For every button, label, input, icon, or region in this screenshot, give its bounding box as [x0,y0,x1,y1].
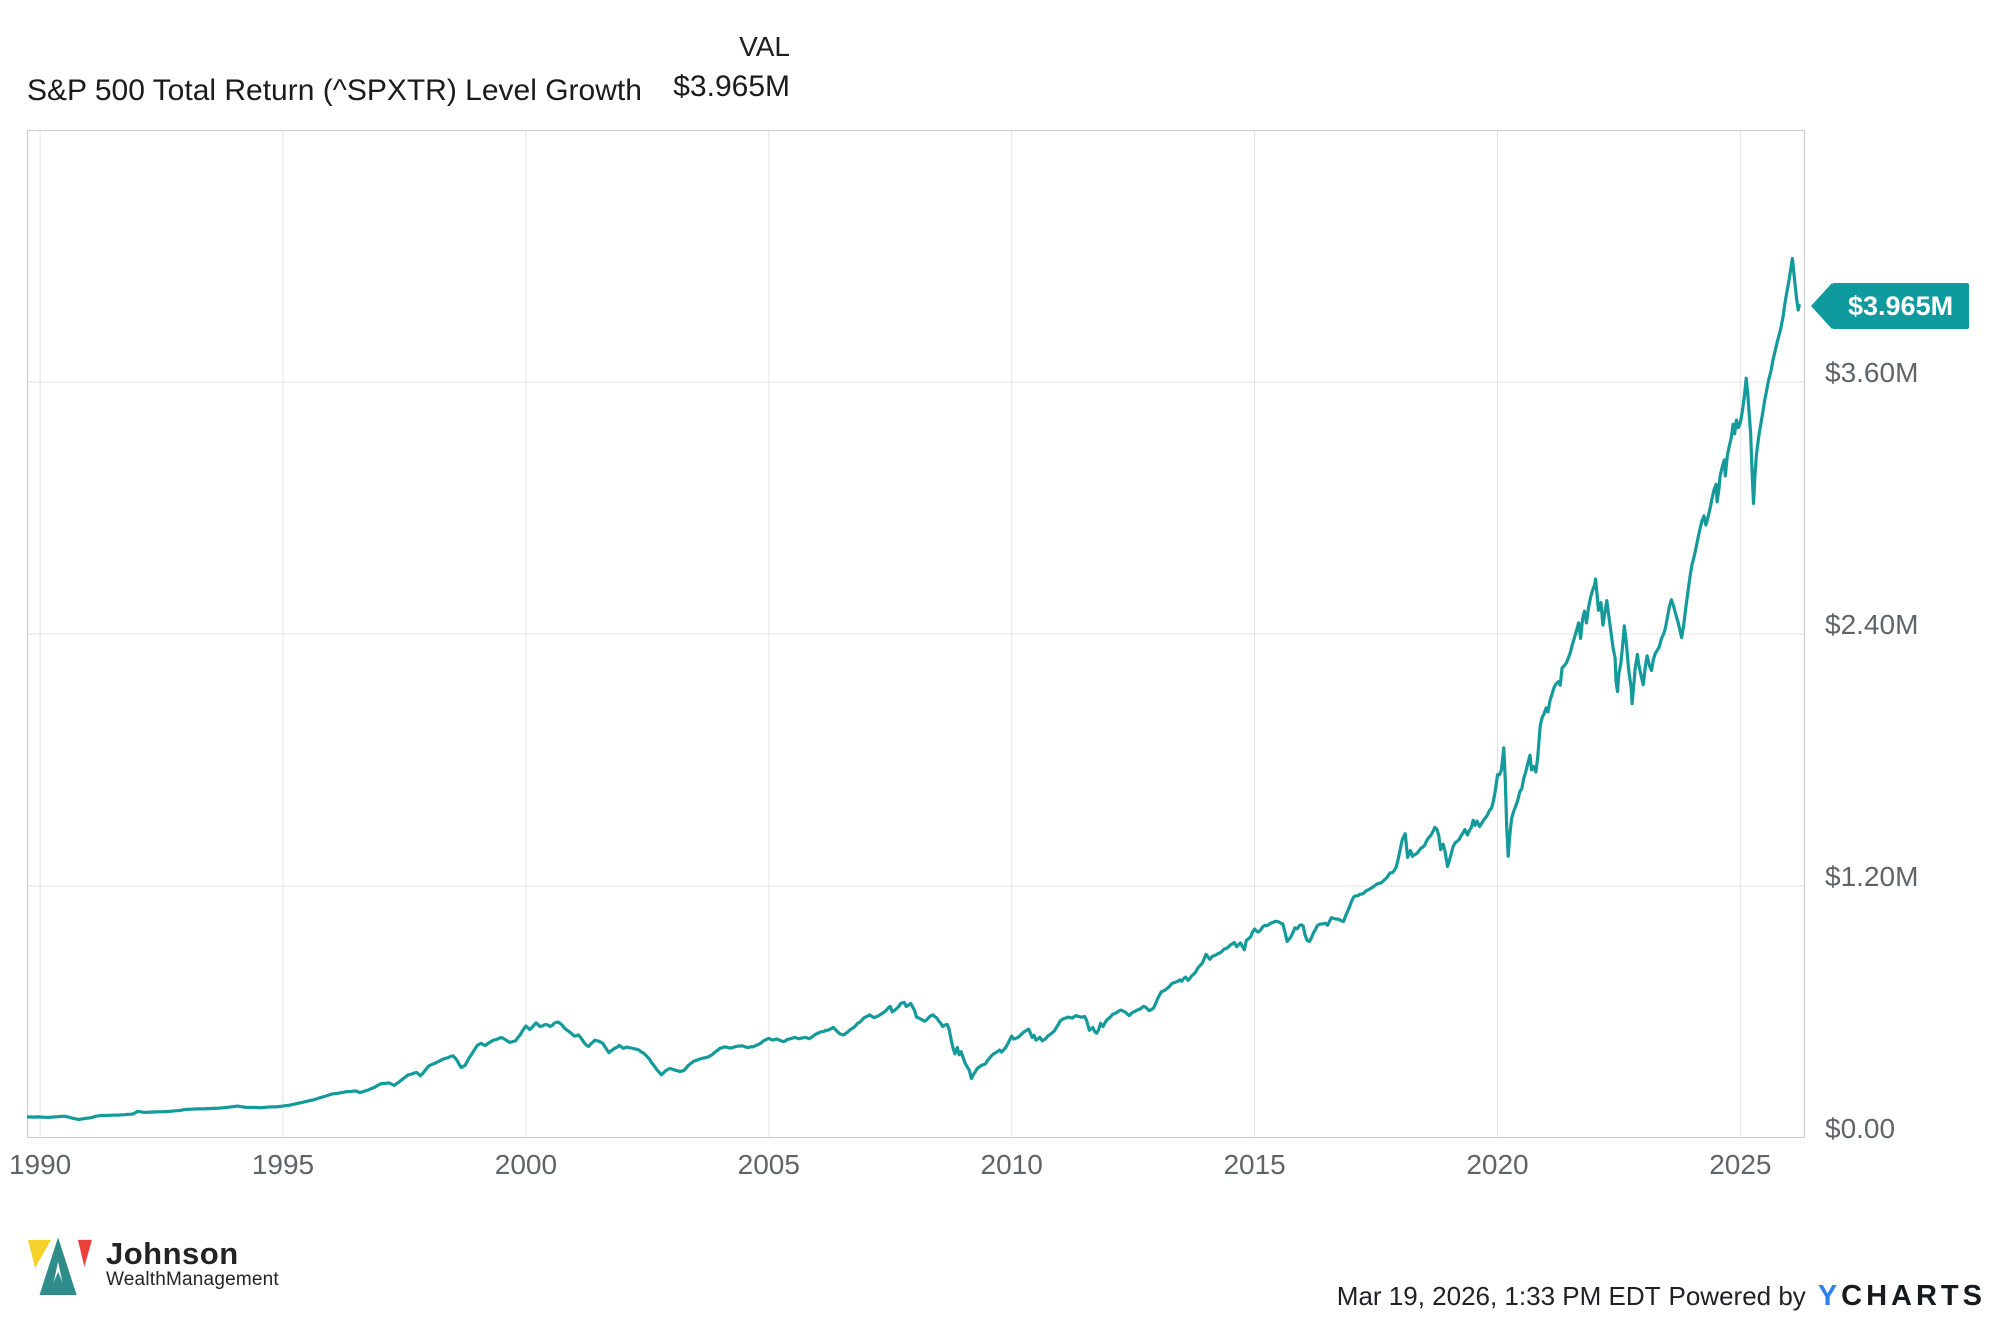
legend-current-value: $3.965M [673,70,790,103]
brand-text: Johnson WealthManagement [106,1236,279,1291]
y-tick-label-$0.00: $0.00 [1825,1113,1896,1144]
footer-stamp: Mar 19, 2026, 1:33 PM EDT Powered by YCH… [1337,1280,1986,1313]
brand-subtitle: WealthManagement [106,1269,279,1290]
ycharts-logo: YCHARTS [1818,1280,1986,1313]
johnson-logo-icon [28,1237,92,1295]
timestamp: Mar 19, 2026, 1:33 PM EDT [1336,1281,1661,1311]
x-tick-label-2025: 2025 [1709,1149,1772,1180]
brand-logo: Johnson WealthManagement [28,1236,279,1295]
chart-canvas [26,130,1805,1138]
y-tick-label-$2.40M: $2.40M [1825,609,1919,640]
powered-by-label: Powered by [1668,1281,1806,1311]
x-tick-label-2005: 2005 [737,1149,800,1180]
x-tick-label-1995: 1995 [251,1149,315,1180]
x-tick-label-2010: 2010 [980,1149,1043,1180]
x-tick-label-1990: 1990 [8,1149,72,1180]
ycharts-logo-y: Y [1817,1280,1842,1312]
x-tick-label-2000: 2000 [494,1149,558,1180]
ycharts-logo-rest: CHARTS [1841,1280,1986,1312]
plot-border [27,130,1805,1138]
y-tick-label-$1.20M: $1.20M [1825,861,1919,892]
series-line [26,256,1801,1122]
legend-column: VAL $3.965M [500,30,790,106]
x-tick-label-2015: 2015 [1223,1149,1286,1180]
brand-name: Johnson [106,1236,239,1271]
y-tick-label-$3.60M: $3.60M [1825,357,1919,388]
x-tick-label-2020: 2020 [1466,1149,1529,1180]
page-title: S&P 500 Total Return (^SPXTR) Level Grow… [27,74,642,107]
last-value-callout: $3.965M [1810,283,1970,329]
legend-column-header: VAL [739,31,790,62]
chart-plot-area [26,130,1805,1138]
